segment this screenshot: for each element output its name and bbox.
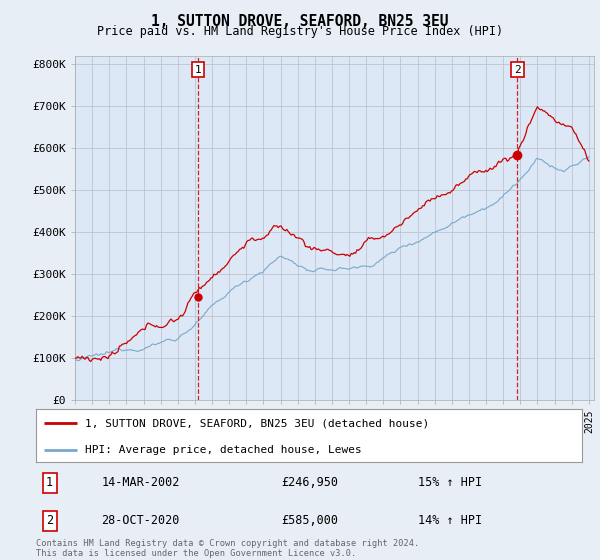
Text: 14-MAR-2002: 14-MAR-2002 bbox=[101, 477, 180, 489]
Text: £246,950: £246,950 bbox=[282, 477, 339, 489]
Text: 1: 1 bbox=[195, 64, 202, 74]
Text: 1, SUTTON DROVE, SEAFORD, BN25 3EU: 1, SUTTON DROVE, SEAFORD, BN25 3EU bbox=[151, 14, 449, 29]
Text: 15% ↑ HPI: 15% ↑ HPI bbox=[418, 477, 482, 489]
Text: Contains HM Land Registry data © Crown copyright and database right 2024.
This d: Contains HM Land Registry data © Crown c… bbox=[36, 539, 419, 558]
Text: HPI: Average price, detached house, Lewes: HPI: Average price, detached house, Lewe… bbox=[85, 445, 362, 455]
Text: Price paid vs. HM Land Registry's House Price Index (HPI): Price paid vs. HM Land Registry's House … bbox=[97, 25, 503, 38]
Text: 1, SUTTON DROVE, SEAFORD, BN25 3EU (detached house): 1, SUTTON DROVE, SEAFORD, BN25 3EU (deta… bbox=[85, 418, 430, 428]
Text: 28-OCT-2020: 28-OCT-2020 bbox=[101, 515, 180, 528]
Text: 1: 1 bbox=[46, 477, 53, 489]
Text: 2: 2 bbox=[514, 64, 521, 74]
Text: 2: 2 bbox=[46, 515, 53, 528]
Text: £585,000: £585,000 bbox=[282, 515, 339, 528]
Text: 14% ↑ HPI: 14% ↑ HPI bbox=[418, 515, 482, 528]
